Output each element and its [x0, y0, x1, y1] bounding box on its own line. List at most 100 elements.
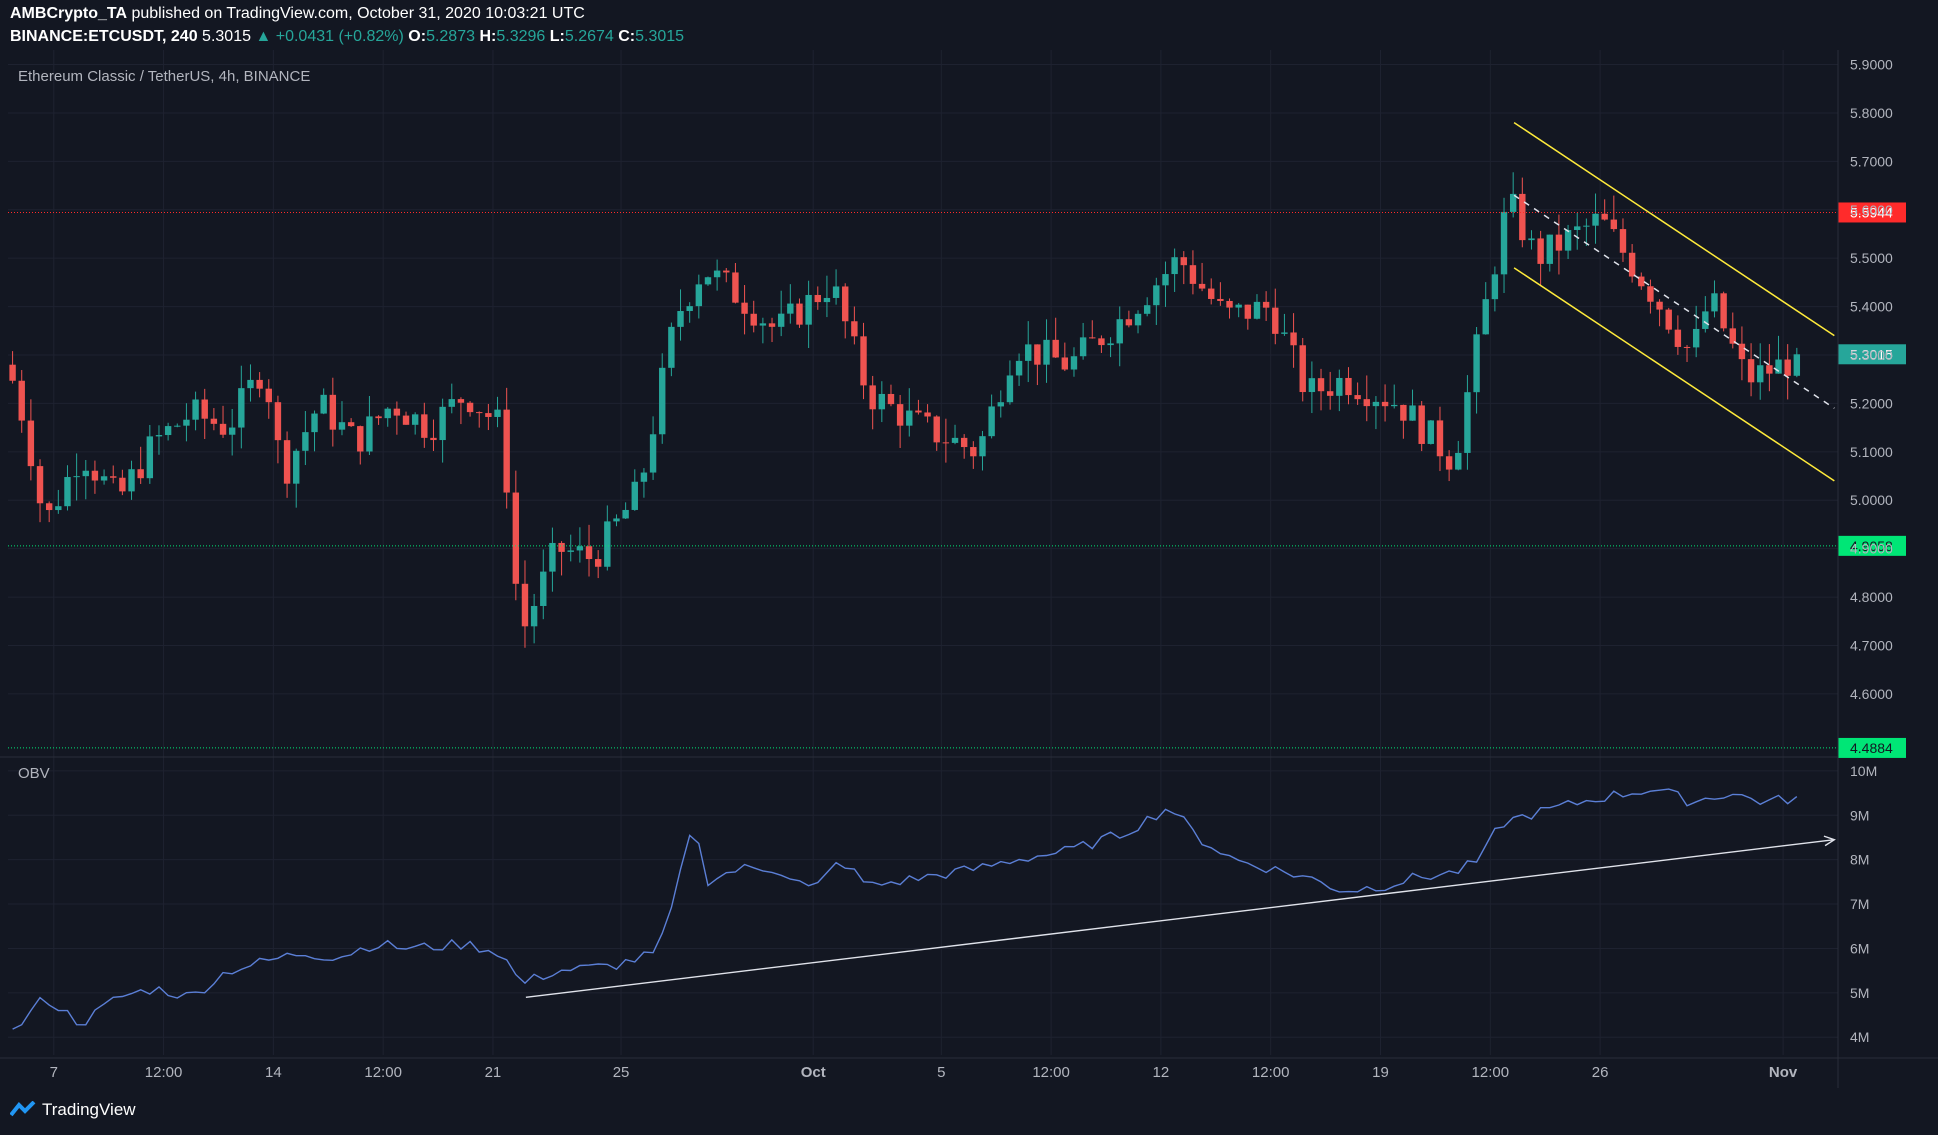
candle-body — [366, 416, 373, 452]
obv-line — [12, 788, 1798, 1030]
candle-body — [1052, 339, 1059, 358]
candle-body — [933, 416, 940, 443]
candle-body — [759, 323, 767, 326]
main-chart-title: Ethereum Classic / TetherUS, 4h, BINANCE — [18, 68, 310, 85]
y-tick-label: 5.0000 — [1850, 492, 1893, 508]
candle-body — [1372, 401, 1380, 407]
candle-body — [970, 447, 977, 457]
candle-body — [1400, 404, 1407, 421]
candle-body — [393, 408, 401, 416]
candle-body — [439, 406, 446, 441]
candle-body — [110, 476, 117, 478]
candle-body — [1262, 301, 1270, 308]
candle-body — [1253, 301, 1261, 319]
candle-body — [677, 311, 684, 327]
candle-body — [45, 503, 53, 511]
candle-body — [256, 379, 263, 389]
candle-body — [228, 427, 236, 435]
candle-body — [384, 408, 391, 419]
candle-body — [82, 470, 89, 477]
low-label: L: — [549, 28, 565, 45]
candle-body — [732, 272, 739, 303]
candle-body — [1326, 391, 1334, 396]
candle-body — [283, 440, 291, 484]
y-tick-label: 4.8000 — [1850, 589, 1893, 605]
x-tick-label: 25 — [613, 1064, 630, 1081]
candle-body — [1683, 346, 1691, 348]
candle-body — [951, 437, 959, 443]
obv-y-tick-label: 10M — [1850, 763, 1877, 779]
x-tick-label: 19 — [1372, 1064, 1389, 1081]
publisher-name[interactable]: AMBCrypto_TA — [10, 5, 128, 22]
close-label: C: — [618, 28, 636, 45]
candle-body — [137, 469, 144, 479]
candle-body — [64, 477, 71, 507]
channel-mid-line — [1513, 194, 1835, 409]
candle-body — [1208, 288, 1215, 299]
brand-name: TradingView — [42, 1100, 136, 1119]
y-tick-label: 5.5000 — [1850, 250, 1893, 266]
price-chart[interactable]: 5.5944 4.9058 4.4884 5.3015 5.9000 5.8000 5.7… — [0, 0, 1938, 1095]
candle-body — [466, 402, 474, 413]
candle-body — [100, 476, 108, 481]
candle-body — [219, 423, 227, 435]
level-label: 5.5944 — [1850, 204, 1893, 220]
candle-body — [1702, 311, 1709, 329]
candle-body — [887, 393, 895, 405]
candle-body — [421, 414, 428, 438]
candle-body — [192, 399, 199, 420]
candle-body — [1281, 332, 1288, 334]
level-label-box — [1838, 737, 1906, 758]
candle-body — [1235, 304, 1242, 308]
candle-body — [1647, 286, 1654, 302]
candle-body — [713, 270, 721, 278]
level-label: 4.9058 — [1850, 538, 1893, 554]
tradingview-logo[interactable]: TradingView — [10, 1100, 136, 1120]
x-tick-label: 12:00 — [1472, 1064, 1510, 1081]
candle-body — [924, 412, 931, 417]
channel-lower-line — [1513, 267, 1835, 482]
current-price-box — [1838, 344, 1906, 365]
candle-body — [1729, 328, 1736, 344]
candle-body — [979, 436, 986, 457]
x-tick-label: 5 — [937, 1064, 945, 1081]
candle-body — [613, 518, 620, 522]
candle-body — [1509, 193, 1517, 212]
candle-body — [604, 521, 611, 567]
candle-body — [1464, 392, 1471, 453]
obv-title: OBV — [18, 765, 50, 782]
candle-body — [1217, 298, 1224, 301]
candle-body — [1354, 395, 1361, 400]
high-label: H: — [479, 28, 497, 45]
x-tick-label: 12:00 — [1032, 1064, 1070, 1081]
candle-body — [36, 466, 44, 504]
x-tick-label: 21 — [485, 1064, 502, 1081]
candle-body — [293, 450, 300, 484]
candle-body — [540, 571, 547, 606]
publish-line: AMBCrypto_TA published on TradingView.co… — [10, 5, 585, 23]
candle-body — [1638, 276, 1645, 287]
candle-body — [1775, 359, 1782, 374]
published-text: published on TradingView.com, October 31… — [131, 5, 585, 22]
candle-body — [155, 435, 163, 437]
candle-body — [1665, 309, 1672, 330]
candle-body — [960, 437, 968, 448]
candle-body — [1381, 401, 1389, 407]
candle-body — [631, 481, 638, 510]
candle-body — [1692, 328, 1700, 348]
candle-body — [1244, 304, 1252, 319]
x-tick-label: Oct — [801, 1064, 826, 1081]
candle-body — [1391, 404, 1398, 407]
candle-body — [18, 380, 25, 421]
x-tick-label: 7 — [50, 1064, 58, 1081]
candle-body — [1061, 357, 1069, 370]
candle-body — [878, 393, 886, 410]
obv-y-tick-label: 4M — [1850, 1029, 1869, 1045]
candle-body — [1619, 229, 1627, 253]
candle-body — [1198, 283, 1206, 289]
candle-body — [238, 388, 245, 428]
candle-body — [869, 385, 876, 410]
candle-body — [1793, 354, 1801, 376]
level-label: 4.4884 — [1850, 740, 1893, 756]
candle-body — [1610, 219, 1618, 230]
